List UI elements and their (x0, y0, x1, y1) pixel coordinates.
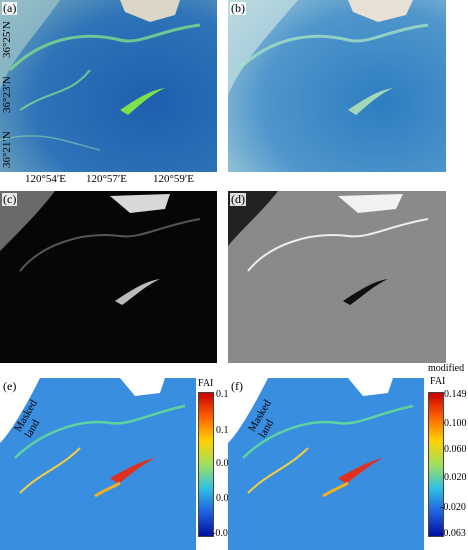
longitude-label-120-54: 120°54′E (25, 173, 67, 185)
panel-e-fai-map (0, 378, 196, 550)
panel-c-label: (c) (2, 192, 18, 206)
colorbar-f-tick-neg0020: -0.020 (440, 502, 466, 513)
colorbar-f-title-line2: FAI (430, 376, 446, 387)
colorbar-e-title: FAI (198, 378, 214, 389)
latitude-label-36-23: 36°23′N (1, 76, 13, 113)
colorbar-f-tick-neg0063: -0.063 (440, 528, 466, 539)
colorbar-f-tick-0100: 0.100 (444, 418, 467, 429)
panel-f-label: (f) (230, 379, 244, 393)
longitude-label-120-59: 120°59′E (153, 173, 195, 185)
latitude-label-36-21: 36°21′N (1, 131, 13, 168)
colorbar-e-tick-0060: 0.060 (216, 458, 239, 469)
colorbar-e-tick-neg0027: -0.027 (212, 528, 238, 539)
colorbar-e-tick-0100: 0.100 (216, 425, 239, 436)
panel-d-difference-image (228, 191, 446, 363)
panel-a-true-color-image (0, 0, 217, 172)
panel-c-grayscale-image (0, 191, 217, 363)
panel-a-label: (a) (2, 1, 18, 15)
colorbar-f-title-line1: modified (428, 363, 465, 374)
colorbar-e (198, 392, 214, 537)
colorbar-f-tick-0149: 0.149 (444, 389, 467, 400)
colorbar-f-tick-0060: 0.060 (444, 444, 467, 455)
colorbar-f (428, 392, 444, 537)
latitude-label-36-25: 36°25′N (1, 21, 13, 58)
colorbar-e-tick-0020: 0.020 (216, 493, 239, 504)
colorbar-e-tick-0149: 0.149 (216, 389, 239, 400)
panel-d-label: (d) (230, 192, 246, 206)
panel-f-modified-fai-map (228, 378, 424, 550)
panel-e-label: (e) (2, 379, 18, 393)
colorbar-f-tick-0020: 0.020 (444, 472, 467, 483)
panel-b-corrected-image (228, 0, 446, 172)
longitude-label-120-57: 120°57′E (86, 173, 128, 185)
panel-b-label: (b) (230, 1, 246, 15)
